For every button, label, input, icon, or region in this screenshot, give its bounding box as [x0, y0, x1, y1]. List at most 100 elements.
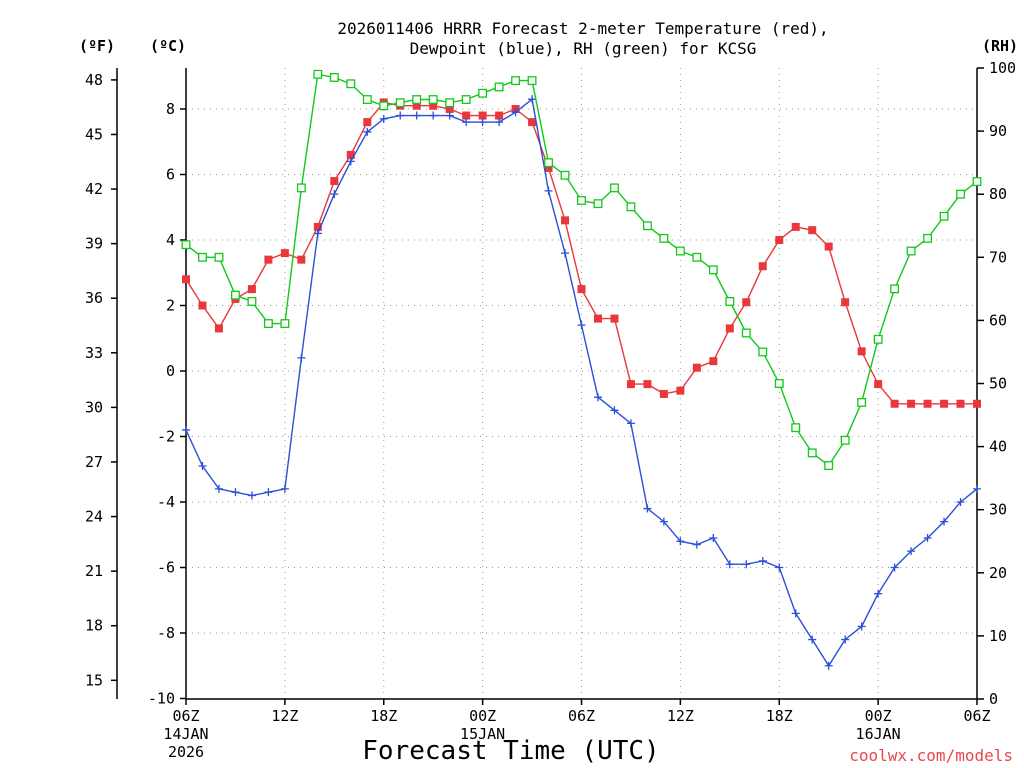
temperature-point	[429, 101, 438, 110]
temperature-point	[280, 249, 289, 258]
f-axis-tick-label: 39	[85, 235, 103, 253]
f-axis-tick-label: 48	[85, 71, 103, 89]
dewpoint-point	[940, 517, 949, 526]
dewpoint-point	[758, 556, 767, 565]
c-axis-tick-label: -4	[157, 493, 175, 511]
rh-point	[741, 328, 751, 338]
dewpoint-point	[709, 534, 718, 543]
c-axis-tick-label: 0	[166, 362, 175, 380]
rh-point	[791, 423, 801, 433]
dewpoint-point	[808, 635, 817, 644]
x-axis-tick-label: 06Z	[172, 707, 199, 725]
temperature-point	[725, 324, 734, 333]
temperature-point	[544, 163, 553, 172]
chart-title-line2: Dewpoint (blue), RH (green) for KCSG	[410, 39, 757, 58]
dewpoint-point	[626, 419, 635, 428]
rh-point	[412, 95, 422, 104]
rh-point	[560, 170, 570, 180]
temperature-point	[940, 399, 949, 408]
rh-point	[181, 240, 191, 250]
rh-point	[774, 379, 784, 388]
rh-point	[263, 319, 273, 329]
dewpoint-point	[593, 393, 602, 402]
dewpoint-point	[907, 547, 916, 556]
temperature-point	[610, 314, 619, 323]
dewpoint-point	[973, 484, 981, 493]
dewpoint-point	[379, 114, 388, 123]
f-axis-tick-label: 24	[85, 508, 103, 526]
temperature-point	[247, 285, 256, 294]
dewpoint-point	[610, 406, 619, 415]
rh-point	[247, 297, 257, 306]
rh-point	[478, 88, 488, 98]
dewpoint-point	[412, 111, 421, 120]
dewpoint-point	[198, 461, 207, 470]
f-axis-tick-label: 33	[85, 344, 103, 362]
temperature-point	[791, 222, 800, 231]
rh-point	[758, 347, 768, 357]
x-axis-tick-label: 18Z	[766, 707, 793, 725]
temperature-point	[857, 347, 866, 356]
rh-point	[890, 284, 900, 294]
temperature-point	[264, 255, 273, 264]
x-axis-date-label: 16JAN	[856, 725, 901, 743]
rh-point	[906, 246, 916, 256]
c-axis-tick-label: -8	[157, 624, 175, 642]
x-axis-tick-label: 00Z	[865, 707, 892, 725]
rh-axis-tick-label: 60	[989, 311, 1007, 329]
rh-point	[873, 334, 883, 344]
temperature-point	[890, 399, 899, 408]
temperature-point	[775, 236, 784, 244]
x-axis-tick-label: 12Z	[667, 707, 694, 725]
temperature-point	[462, 111, 471, 120]
unit-label-rh: (RH)	[982, 37, 1018, 55]
rh-point	[923, 233, 933, 243]
x-axis-tick-label: 06Z	[568, 707, 595, 725]
dewpoint-point	[742, 560, 751, 569]
rh-point	[807, 448, 817, 458]
rh-axis-tick-label: 80	[989, 185, 1007, 203]
c-axis-tick-label: 8	[166, 100, 175, 118]
rh-point	[939, 211, 949, 221]
rh-axis-tick-label: 20	[989, 564, 1007, 582]
dewpoint-point	[841, 635, 850, 644]
rh-point	[642, 221, 652, 231]
dewpoint-point	[956, 498, 965, 506]
rh-axis-tick-label: 100	[989, 59, 1016, 77]
temperature-point	[346, 150, 355, 159]
rh-point	[329, 73, 339, 82]
x-axis-date-label: 15JAN	[460, 725, 505, 743]
rh-point	[675, 246, 685, 256]
temperature-point	[198, 301, 207, 310]
dewpoint-point	[330, 190, 339, 199]
dewpoint-point	[280, 484, 289, 493]
chart-title-line1: 2026011406 HRRR Forecast 2-meter Tempera…	[337, 19, 828, 38]
temperature-point	[742, 298, 751, 307]
dewpoint-point	[363, 127, 372, 136]
dewpoint-point	[577, 321, 586, 330]
dewpoint-point	[775, 563, 784, 572]
temperature-point	[495, 111, 504, 120]
rh-point	[346, 79, 356, 89]
dewpoint-point	[297, 353, 306, 362]
f-axis-tick-label: 18	[85, 617, 103, 635]
rh-point	[840, 435, 850, 445]
rh-point	[280, 319, 290, 329]
rh-point	[692, 252, 702, 262]
rh-point	[857, 397, 867, 407]
rh-axis-tick-label: 0	[989, 690, 998, 708]
rh-axis-tick-label: 90	[989, 122, 1007, 140]
rh-point	[230, 290, 240, 300]
temperature-point	[643, 380, 652, 389]
rh-point	[610, 183, 619, 193]
temperature-point	[659, 389, 668, 398]
rh-point	[544, 158, 553, 168]
rh-point	[577, 196, 586, 205]
rh-axis-tick-label: 50	[989, 375, 1007, 393]
rh-point	[395, 98, 405, 108]
temperature-point	[956, 399, 965, 408]
rh-axis-tick-label: 40	[989, 438, 1007, 456]
dewpoint-point	[511, 108, 520, 117]
dewpoint-point	[890, 563, 899, 572]
